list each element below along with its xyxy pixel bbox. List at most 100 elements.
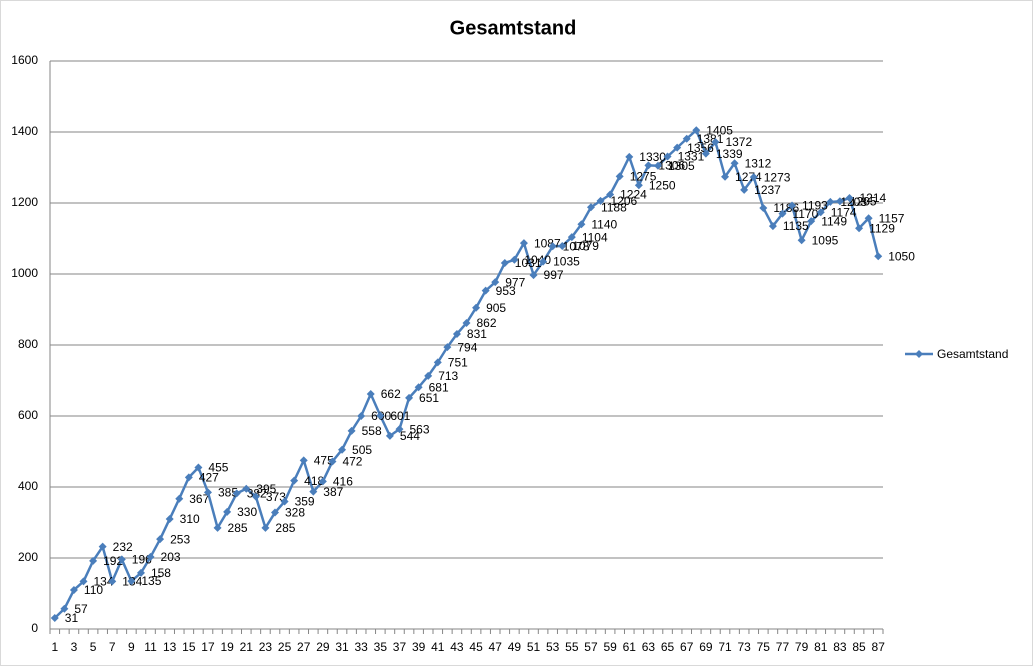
marker xyxy=(165,514,174,523)
marker xyxy=(749,173,758,182)
data-label: 505 xyxy=(352,443,372,457)
marker xyxy=(778,209,787,218)
y-tick-label: 800 xyxy=(18,337,38,351)
data-label: 359 xyxy=(295,495,315,509)
data-label: 713 xyxy=(438,369,458,383)
data-label: 1050 xyxy=(888,249,915,263)
marker xyxy=(788,201,797,210)
data-label: 1339 xyxy=(716,147,743,161)
data-label: 1087 xyxy=(534,236,561,250)
marker xyxy=(60,604,69,613)
marker xyxy=(385,431,394,440)
marker xyxy=(443,343,452,352)
marker xyxy=(338,445,347,454)
x-tick-label: 81 xyxy=(814,640,828,654)
data-label: 367 xyxy=(189,492,209,506)
data-label: 977 xyxy=(505,275,525,289)
marker xyxy=(768,222,777,231)
marker xyxy=(69,585,78,594)
marker xyxy=(845,194,854,203)
x-tick-label: 85 xyxy=(852,640,866,654)
x-tick-label: 47 xyxy=(489,640,503,654)
data-label: 601 xyxy=(390,409,410,423)
marker xyxy=(299,456,308,465)
data-label: 1193 xyxy=(802,199,828,213)
data-label: 427 xyxy=(199,471,219,485)
data-label: 192 xyxy=(103,554,123,568)
x-tick-label: 57 xyxy=(584,640,598,654)
marker xyxy=(596,196,605,205)
data-label: 232 xyxy=(113,540,133,554)
marker xyxy=(510,255,519,264)
data-label: 1273 xyxy=(764,170,791,184)
x-tick-label: 51 xyxy=(527,640,541,654)
y-tick-label: 0 xyxy=(31,621,38,635)
x-tick-label: 53 xyxy=(546,640,560,654)
x-tick-label: 65 xyxy=(661,640,675,654)
marker xyxy=(730,159,739,168)
marker xyxy=(194,463,203,472)
data-label: 1237 xyxy=(754,183,781,197)
marker xyxy=(366,389,375,398)
data-label: 134 xyxy=(94,575,114,589)
x-tick-label: 39 xyxy=(412,640,426,654)
x-tick-label: 19 xyxy=(220,640,234,654)
data-label: 1135 xyxy=(783,219,809,233)
data-label: 475 xyxy=(314,454,334,468)
data-label: 1205 xyxy=(850,194,877,208)
y-tick-label: 600 xyxy=(18,408,38,422)
x-tick-label: 67 xyxy=(680,640,694,654)
marker xyxy=(644,161,653,170)
x-tick-label: 55 xyxy=(565,640,579,654)
marker xyxy=(175,494,184,503)
x-tick-label: 73 xyxy=(737,640,751,654)
data-label: 953 xyxy=(496,284,516,298)
data-label: 1174 xyxy=(831,205,857,219)
marker xyxy=(816,208,825,217)
x-tick-label: 69 xyxy=(699,640,713,654)
data-label: 416 xyxy=(333,474,353,488)
data-label: 472 xyxy=(342,455,362,469)
data-label: 1274 xyxy=(735,170,762,184)
marker xyxy=(519,239,528,248)
marker xyxy=(577,220,586,229)
marker xyxy=(357,412,366,420)
marker xyxy=(347,426,356,435)
x-tick-label: 87 xyxy=(872,640,886,654)
marker xyxy=(79,577,88,586)
marker xyxy=(156,535,165,544)
marker xyxy=(98,542,107,551)
data-label: 1330 xyxy=(639,150,666,164)
data-label: 1214 xyxy=(859,191,886,205)
data-label: 328 xyxy=(285,506,305,520)
marker xyxy=(223,507,232,516)
data-label: 831 xyxy=(467,327,487,341)
x-tick-label: 15 xyxy=(182,640,196,654)
marker xyxy=(376,411,385,420)
x-tick-label: 45 xyxy=(469,640,483,654)
marker xyxy=(117,555,126,564)
data-label: 1312 xyxy=(745,156,772,170)
marker xyxy=(251,492,260,501)
x-tick-label: 11 xyxy=(144,640,157,654)
data-label: 1104 xyxy=(582,230,608,244)
data-label: 203 xyxy=(161,550,181,564)
data-label: 385 xyxy=(218,485,238,499)
data-label: 1275 xyxy=(630,170,657,184)
data-label: 1140 xyxy=(591,217,617,231)
x-tick-label: 35 xyxy=(374,640,388,654)
x-tick-label: 63 xyxy=(642,640,656,654)
marker xyxy=(682,134,691,143)
data-label: 1224 xyxy=(620,188,647,202)
marker xyxy=(242,484,251,493)
x-tick-label: 21 xyxy=(240,640,254,654)
data-label: 1031 xyxy=(515,256,542,270)
marker xyxy=(89,556,98,565)
x-tick-label: 7 xyxy=(109,640,116,654)
data-label: 662 xyxy=(381,387,401,401)
marker xyxy=(835,197,844,206)
marker xyxy=(318,477,327,486)
x-tick-label: 23 xyxy=(259,640,273,654)
x-tick-label: 13 xyxy=(163,640,177,654)
marker xyxy=(491,278,500,287)
